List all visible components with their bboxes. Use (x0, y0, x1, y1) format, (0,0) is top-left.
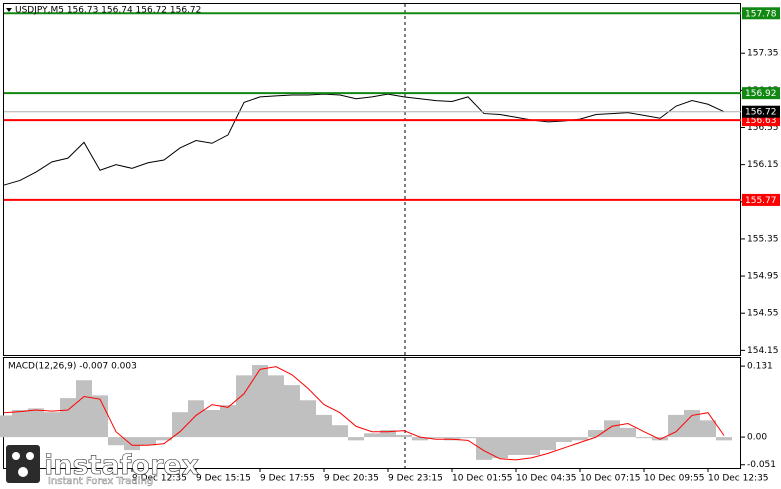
x-tick-label: 10 Dec 01:55 (452, 474, 513, 484)
histogram-bar (348, 437, 364, 441)
histogram-bar (220, 405, 236, 438)
price-panel (3, 3, 741, 356)
logo-dot (18, 467, 28, 477)
histogram-bar (444, 437, 460, 441)
histogram-bar (716, 437, 732, 441)
histogram-bar (604, 420, 620, 438)
y-tick-label: 156.15 (747, 160, 779, 170)
level-label: 155.77 (745, 196, 777, 206)
logo-dot (12, 452, 20, 460)
level-label: 156.92 (745, 89, 777, 99)
x-tick-label: 10 Dec 12:35 (708, 474, 769, 484)
logo-box (6, 445, 40, 483)
histogram-bar (524, 437, 540, 455)
x-tick-label: 9 Dec 12:35 (132, 474, 187, 484)
histogram-bar (204, 410, 220, 438)
histogram-bar (476, 437, 492, 460)
histogram-bar (92, 395, 108, 438)
histogram-bar (396, 434, 412, 438)
histogram-bar (284, 385, 300, 438)
y-tick-label: 154.95 (747, 272, 779, 282)
histogram-bar (124, 437, 140, 451)
histogram-bar (364, 433, 380, 438)
histogram-bar (700, 420, 716, 438)
y-tick-label: 155.35 (747, 234, 779, 244)
x-tick-label: 10 Dec 07:15 (580, 474, 641, 484)
level-label-box (742, 105, 780, 118)
y-tick-label: 0.131 (747, 362, 773, 372)
histogram-bar (300, 400, 316, 438)
histogram-bar (588, 430, 604, 438)
histogram-bar (236, 375, 252, 438)
x-tick-label: 9 Dec 15:15 (196, 474, 251, 484)
histogram-bar (60, 398, 76, 438)
macd-title: MACD(12,26,9) -0.007 0.003 (8, 362, 137, 372)
histogram-bar (188, 400, 204, 438)
histogram-bar (492, 437, 508, 459)
histogram-bar (380, 430, 396, 438)
histogram-bar (460, 437, 476, 439)
logo-dot (26, 452, 34, 460)
histogram-bar (140, 437, 156, 446)
watermark-brand: instaforex (44, 450, 199, 481)
price-line (3, 93, 725, 186)
level-label: 157.78 (745, 9, 777, 19)
plot-layer: 157.35156.95156.55156.15155.75155.35154.… (0, 7, 780, 484)
histogram-bar (572, 437, 588, 441)
histogram-bar (684, 410, 700, 438)
symbol-marker (6, 8, 12, 12)
histogram-bar (12, 410, 28, 438)
histogram-bar (540, 437, 556, 451)
histogram-bar (268, 375, 284, 438)
watermark: instaforex Instant Forex Trading (6, 445, 199, 487)
histogram-bar (44, 412, 60, 438)
histogram-bar (172, 412, 188, 438)
x-tick-label: 9 Dec 23:15 (388, 474, 443, 484)
histogram-bar (156, 437, 172, 441)
histogram-bar (252, 365, 268, 438)
x-tick-label: 10 Dec 04:35 (516, 474, 577, 484)
level-label: 156.72 (745, 108, 777, 118)
x-tick-label: 9 Dec 20:35 (324, 474, 379, 484)
histogram-bar (668, 414, 684, 438)
histogram-bar (0, 415, 12, 438)
histogram-bar (620, 427, 636, 438)
histogram-bar (428, 437, 444, 439)
chart-title: USDJPY,M5 156.73 156.74 156.72 156.72 (15, 6, 201, 16)
x-tick-label: 10 Dec 09:55 (644, 474, 705, 484)
level-label: 156.63 (745, 116, 777, 126)
histogram-bar (636, 437, 652, 439)
watermark-tagline: Instant Forex Trading (48, 476, 153, 487)
histogram-bar (508, 437, 524, 455)
price-line (3, 366, 725, 461)
y-tick-label: 0.00 (747, 433, 767, 443)
level-label-box (742, 87, 780, 100)
y-tick-label: 154.15 (747, 346, 779, 356)
histogram-bar (412, 437, 428, 441)
histogram-bar (316, 414, 332, 438)
macd-panel (3, 357, 741, 469)
level-label-box (742, 7, 780, 20)
histogram-bar (332, 425, 348, 438)
y-tick-label: -0.051 (747, 460, 776, 470)
histogram-bar (108, 437, 124, 446)
y-tick-label: 154.55 (747, 309, 779, 319)
level-label-box (742, 193, 780, 206)
histogram-bar (556, 437, 572, 442)
x-tick-label: 9 Dec 17:55 (260, 474, 315, 484)
y-tick-label: 157.35 (747, 49, 779, 59)
histogram-bar (28, 408, 44, 438)
y-tick-label: 156.55 (747, 123, 779, 133)
histogram-bar (76, 380, 92, 438)
